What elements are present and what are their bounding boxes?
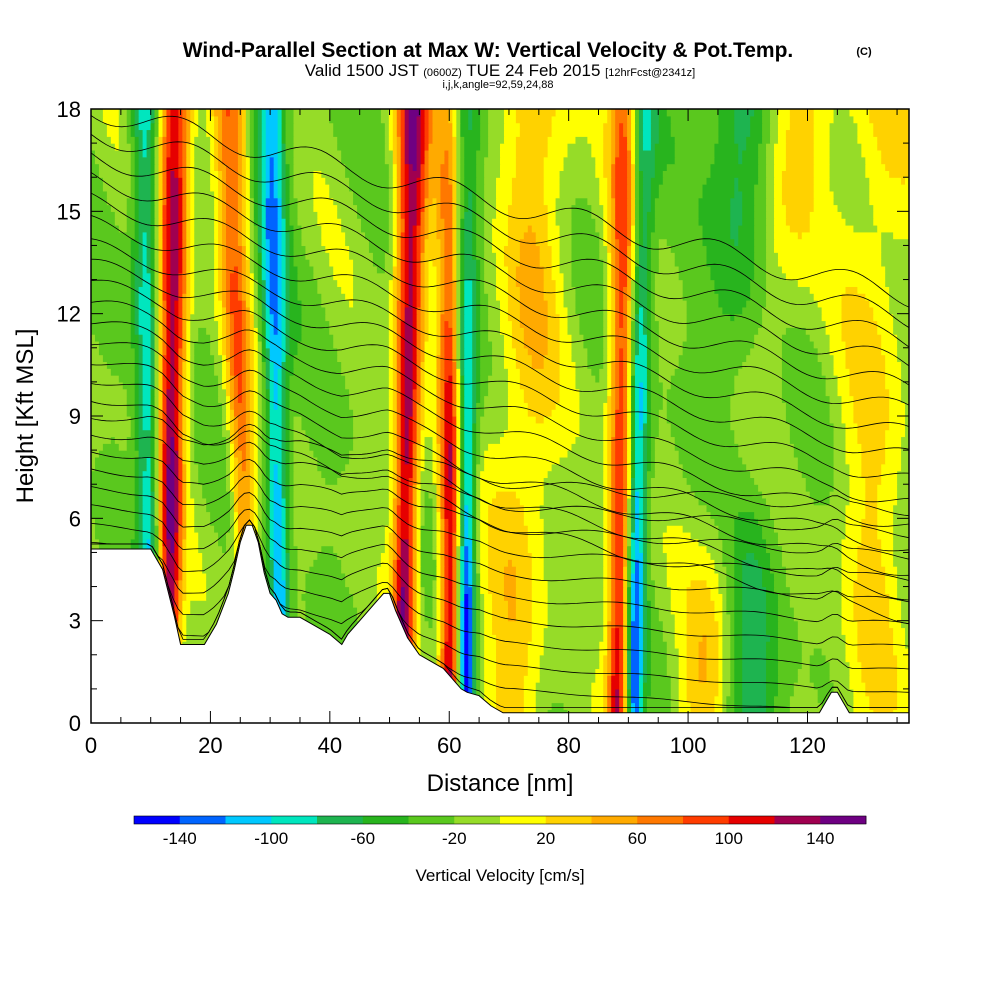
theta-contour — [91, 321, 909, 527]
y-axis: 0 3 6 9 12 15 18 — [57, 97, 909, 736]
theta-contour — [91, 363, 909, 576]
theta-contour — [91, 192, 909, 386]
colorbar-title: Vertical Velocity [cm/s] — [415, 866, 584, 885]
y-tick-label: 6 — [69, 506, 81, 531]
theta-contour — [91, 152, 909, 348]
colorbar-swatch — [774, 816, 821, 824]
potential-temperature-contours — [91, 115, 909, 708]
colorbar-tick-label: 100 — [715, 829, 743, 848]
colorbar-swatch — [134, 816, 181, 824]
theta-contour — [91, 238, 909, 429]
theta-contour — [91, 279, 909, 478]
theta-contour — [91, 519, 909, 670]
colorbar-swatch — [820, 816, 867, 824]
y-tick-label: 0 — [69, 711, 81, 736]
y-tick-label: 18 — [57, 97, 81, 122]
colorbar-tick-label: -60 — [350, 829, 375, 848]
theta-contour — [91, 115, 909, 308]
theta-contour — [91, 342, 909, 552]
chart-title-badge: (C) — [856, 46, 872, 58]
theta-contour — [91, 215, 909, 406]
y-tick-label: 3 — [69, 609, 81, 634]
x-tick-label: 80 — [556, 733, 580, 758]
colorbar-swatch — [454, 816, 501, 824]
colorbar-tick-label: 20 — [536, 829, 555, 848]
colorbar-swatch — [728, 816, 775, 824]
x-axis-label: Distance [nm] — [427, 770, 574, 797]
x-axis: 0 20 40 60 80 100 120 — [85, 109, 898, 758]
y-tick-label: 12 — [57, 302, 81, 327]
colorbar-swatch — [179, 816, 226, 824]
x-tick-label: 60 — [437, 733, 461, 758]
chart-title: Wind-Parallel Section at Max W: Vertical… — [183, 39, 794, 62]
colorbar-swatch — [408, 816, 455, 824]
theta-contour — [91, 258, 909, 454]
colorbar-swatch — [637, 816, 684, 824]
x-tick-label: 0 — [85, 733, 97, 758]
theta-contour — [91, 504, 909, 625]
colorbar-tick-label: 140 — [806, 829, 834, 848]
theta-contour — [91, 416, 909, 517]
colorbar: -140 -100 -60 -20 20 60 100 140 — [133, 815, 867, 848]
chart-subtitle: Valid 1500 JST (0600Z) TUE 24 Feb 2015 [… — [305, 61, 695, 80]
colorbar-swatch — [683, 816, 730, 824]
x-tick-label: 20 — [198, 733, 222, 758]
chart-section-indices: i,j,k,angle=92,59,24,88 — [442, 79, 553, 91]
theta-contour — [91, 133, 909, 328]
theta-contour — [91, 519, 909, 647]
colorbar-swatch — [591, 816, 638, 824]
colorbar-swatch — [545, 816, 592, 824]
colorbar-swatch — [317, 816, 364, 824]
colorbar-swatch — [500, 816, 547, 824]
theta-contour — [91, 434, 909, 539]
colorbar-swatch — [362, 816, 409, 824]
theta-contour — [91, 172, 909, 367]
theta-contour — [91, 383, 909, 601]
y-tick-label: 9 — [69, 404, 81, 429]
theta-contour — [91, 451, 909, 560]
theta-contour — [91, 468, 909, 581]
theta-contour — [91, 401, 909, 625]
y-tick-label: 15 — [57, 199, 81, 224]
theta-contour — [91, 300, 909, 503]
x-tick-label: 100 — [670, 733, 707, 758]
colorbar-tick-label: -20 — [442, 829, 467, 848]
x-tick-label: 40 — [318, 733, 342, 758]
colorbar-tick-label: -100 — [254, 829, 288, 848]
colorbar-swatch — [225, 816, 272, 824]
colorbar-tick-label: 60 — [628, 829, 647, 848]
x-tick-label: 120 — [789, 733, 826, 758]
plot-area — [91, 109, 909, 723]
terrain-mask — [91, 524, 909, 723]
y-axis-label: Height [Kft MSL] — [12, 329, 39, 504]
colorbar-swatch — [271, 816, 318, 824]
colorbar-tick-label: -140 — [163, 829, 197, 848]
theta-contour — [91, 519, 909, 708]
theta-contour — [91, 519, 909, 693]
theta-contour — [91, 486, 909, 603]
